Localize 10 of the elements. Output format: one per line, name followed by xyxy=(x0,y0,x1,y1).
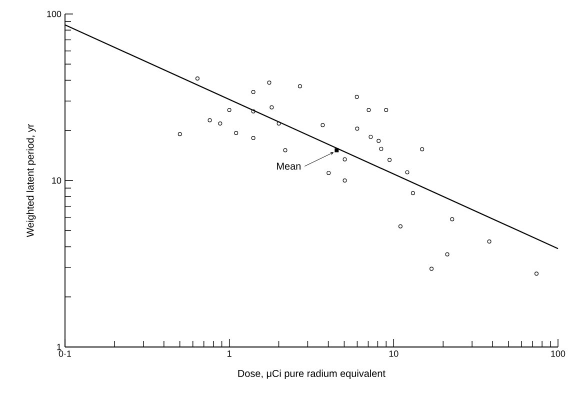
y-axis-title: Weighted latent period, yr xyxy=(26,124,36,238)
x-tick-label: 1 xyxy=(228,350,232,357)
x-axis-title: Dose, μCi pure radium equivalent xyxy=(238,370,386,379)
annotation: Mean xyxy=(277,162,300,170)
y-tick-label: 100 xyxy=(47,10,62,18)
y-tick-label: 10 xyxy=(52,177,62,184)
x-tick-label: 10 xyxy=(389,350,398,357)
x-tick-label: 100 xyxy=(551,350,566,357)
y-tick-label: 1 xyxy=(57,344,62,350)
x-tick-label: 0·1 xyxy=(58,350,72,357)
